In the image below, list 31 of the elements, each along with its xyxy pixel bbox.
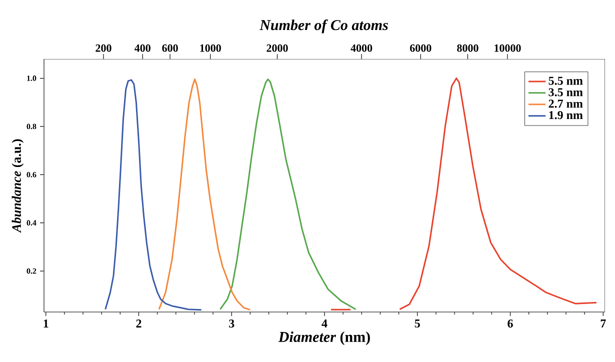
y-tick-label: 1.0 — [27, 76, 36, 81]
line-series — [158, 78, 251, 311]
text: 10000 — [494, 44, 521, 52]
text: 200 — [96, 44, 112, 52]
y-axis-title: Abundance (a.u.) — [12, 139, 24, 233]
legend-label: 1.9 nm — [549, 111, 583, 120]
text: 1000 — [200, 44, 221, 52]
legend-label: 5.5 nm — [548, 76, 583, 85]
legend-label: 3.5 nm — [548, 88, 583, 96]
y-tick-label: 0.6 — [26, 172, 36, 178]
text: 8000 — [457, 44, 478, 52]
y-tick-label: 0.8 — [26, 124, 36, 130]
x2-axis-title: Number of Co atoms — [259, 19, 388, 34]
line-series — [104, 79, 202, 311]
x-axis-title: Diameter (nm) — [278, 331, 370, 346]
text: 400 — [134, 44, 150, 52]
text: 2000 — [266, 44, 288, 52]
text: 4000 — [350, 44, 372, 52]
y-tick-label: 0.2 — [26, 268, 36, 274]
x-tick-label: 5 — [414, 320, 420, 328]
text: 600 — [162, 44, 178, 52]
x-tick-label: 4 — [322, 320, 328, 328]
legend-label: 2.7 nm — [548, 100, 583, 108]
x-tick-label: 2 — [136, 320, 142, 328]
x-tick-label: 1 — [44, 320, 48, 328]
x-tick-label: 3 — [229, 320, 234, 328]
text: 6000 — [410, 44, 432, 52]
y-tick-label: 0.4 — [26, 220, 36, 226]
line-series — [219, 78, 357, 310]
x-tick-label: 7 — [600, 320, 606, 328]
x-tick-label: 6 — [508, 320, 513, 328]
